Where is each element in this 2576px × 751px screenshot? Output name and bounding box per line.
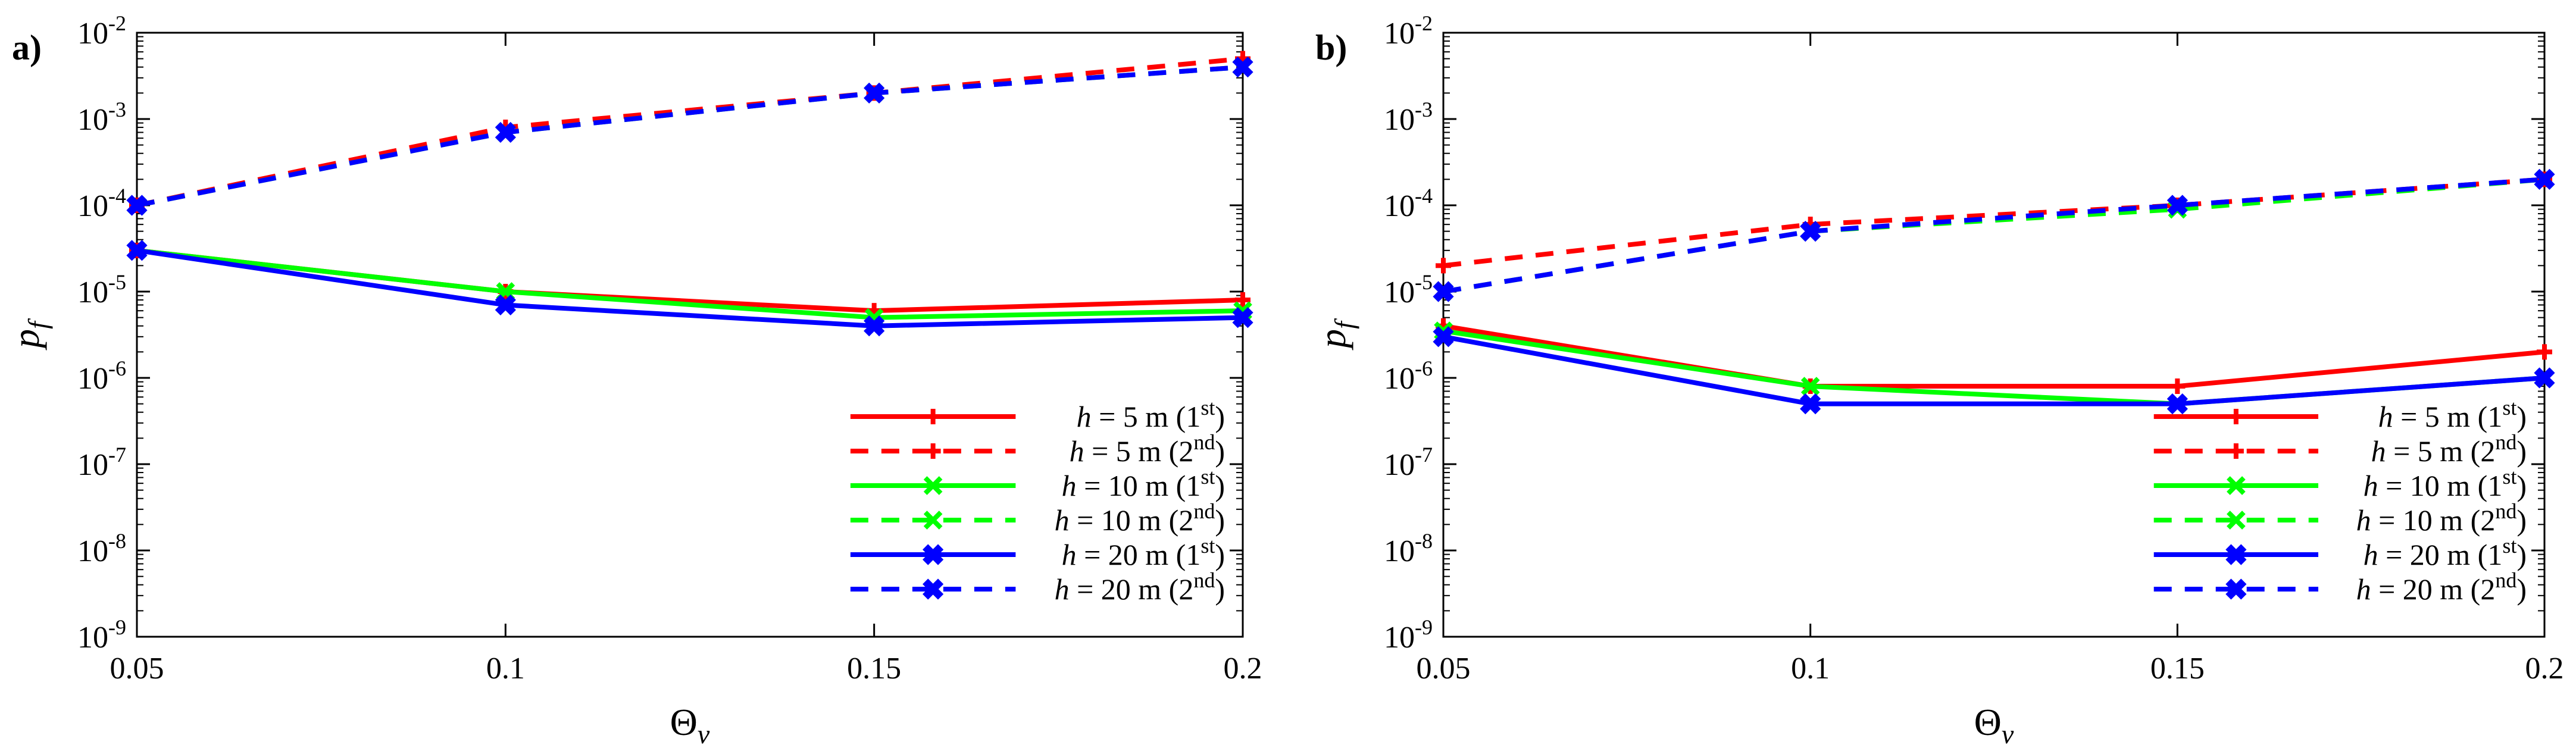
legend-marker bbox=[923, 511, 943, 530]
data-point-marker bbox=[126, 240, 148, 261]
y-tick-label: 10-6 bbox=[77, 356, 126, 396]
x-tick-label: 0.2 bbox=[1224, 652, 1262, 686]
legend: h = 5 m (1st)h = 5 m (2nd)h = 10 m (1st)… bbox=[850, 396, 1225, 606]
legend-label: h = 20 m (1st) bbox=[2364, 534, 2527, 571]
panel-label: a) bbox=[12, 28, 42, 67]
legend-label: h = 10 m (2nd) bbox=[1055, 499, 1225, 537]
x-tick-label: 0.15 bbox=[847, 652, 901, 686]
chart-panel-1: a) 10-9 10-8 10-7 10-6 10-5 10-4 10-3 10-2 0.05 0.… bbox=[5, 11, 1262, 749]
plot-frame bbox=[136, 32, 1244, 638]
x-tick-label: 0.1 bbox=[486, 652, 525, 686]
series-line bbox=[1443, 177, 2545, 294]
series-line bbox=[136, 64, 1243, 208]
legend-marker bbox=[923, 476, 943, 495]
y-tick-label: 10-6 bbox=[1384, 356, 1433, 396]
legend-label: h = 5 m (1st) bbox=[2378, 396, 2527, 433]
chart-panel-2: b) 10-9 10-8 10-7 10-6 10-5 10-4 10-3 10-2 0.05 0.… bbox=[1311, 11, 2564, 749]
legend-marker bbox=[923, 544, 944, 565]
y-tick-label: 10-8 bbox=[1384, 529, 1433, 568]
legend-label: h = 5 m (2nd) bbox=[2371, 430, 2527, 468]
series-line bbox=[136, 248, 1243, 314]
data-point-marker bbox=[1232, 307, 1253, 328]
legend-marker bbox=[2227, 511, 2246, 530]
y-tick-label: 10-8 bbox=[77, 529, 126, 568]
y-tick-label: 10-9 bbox=[1384, 615, 1433, 655]
y-tick-label: 10-7 bbox=[77, 443, 126, 482]
data-point-marker bbox=[126, 195, 148, 216]
series-line bbox=[1443, 334, 2545, 406]
data-point-marker bbox=[495, 294, 516, 316]
x-axis-label: Θv bbox=[670, 701, 710, 749]
y-tick-label: 10-5 bbox=[77, 270, 126, 309]
y-axis-label: pf bbox=[5, 318, 53, 351]
y-tick-label: 10-9 bbox=[77, 615, 126, 655]
x-tick-label: 0.15 bbox=[2150, 652, 2205, 686]
legend-marker bbox=[2228, 409, 2244, 424]
legend-marker bbox=[2225, 578, 2247, 600]
data-point-marker bbox=[1800, 393, 1821, 415]
legend-label: h = 20 m (1st) bbox=[1062, 534, 1225, 571]
legend-label: h = 10 m (1st) bbox=[1062, 465, 1225, 502]
legend-marker bbox=[2228, 443, 2244, 459]
data-point-marker bbox=[864, 315, 885, 337]
data-point-marker bbox=[1235, 292, 1251, 308]
data-point-marker bbox=[864, 82, 885, 104]
data-point-marker bbox=[2537, 344, 2552, 360]
y-tick-label: 10-3 bbox=[77, 98, 126, 137]
series-line bbox=[136, 248, 1243, 328]
data-point-marker bbox=[1232, 57, 1253, 78]
data-point-marker bbox=[2167, 393, 2188, 415]
legend-label: h = 5 m (1st) bbox=[1077, 396, 1225, 433]
legend-marker bbox=[925, 409, 941, 424]
series-line bbox=[136, 64, 1243, 208]
y-tick-label: 10-5 bbox=[1384, 270, 1433, 309]
panel-label: b) bbox=[1315, 28, 1347, 67]
data-point-marker bbox=[1433, 326, 1454, 348]
y-tick-label: 10-2 bbox=[77, 11, 126, 51]
legend-marker bbox=[923, 578, 944, 600]
legend-label: h = 10 m (2nd) bbox=[2356, 499, 2527, 537]
data-point-marker bbox=[1436, 258, 1451, 274]
data-point-marker bbox=[2167, 195, 2188, 216]
y-tick-label: 10-2 bbox=[1384, 11, 1433, 51]
y-tick-label: 10-4 bbox=[1384, 184, 1433, 223]
data-point-marker bbox=[495, 121, 516, 143]
x-tick-label: 0.1 bbox=[1791, 652, 1830, 686]
y-axis-label: pf bbox=[1311, 318, 1359, 351]
y-tick-label: 10-3 bbox=[1384, 98, 1433, 137]
legend-label: h = 5 m (2nd) bbox=[1070, 430, 1225, 468]
series-line bbox=[1443, 177, 2545, 294]
legend-marker bbox=[925, 443, 941, 459]
data-point-marker bbox=[1800, 377, 1820, 396]
series-line bbox=[1443, 323, 2545, 389]
x-tick-label: 0.2 bbox=[2525, 652, 2564, 686]
y-tick-label: 10-4 bbox=[77, 184, 126, 223]
x-axis-label: Θv bbox=[1974, 701, 2014, 749]
legend-marker bbox=[2225, 544, 2247, 565]
legend: h = 5 m (1st)h = 5 m (2nd)h = 10 m (1st)… bbox=[2153, 396, 2527, 606]
x-tick-label: 0.05 bbox=[1417, 652, 1471, 686]
data-point-marker bbox=[2534, 367, 2555, 389]
data-point-marker bbox=[1800, 221, 1821, 242]
legend-label: h = 10 m (1st) bbox=[2364, 465, 2527, 502]
data-point-marker bbox=[1433, 281, 1454, 302]
legend-label: h = 20 m (2nd) bbox=[1055, 568, 1225, 606]
legend-label: h = 20 m (2nd) bbox=[2356, 568, 2527, 606]
y-tick-label: 10-7 bbox=[1384, 443, 1433, 482]
legend-marker bbox=[2227, 476, 2246, 495]
series-line bbox=[136, 248, 1243, 320]
data-point-marker bbox=[2169, 378, 2186, 395]
series-line bbox=[136, 56, 1243, 208]
data-point-marker bbox=[2534, 168, 2555, 190]
x-tick-label: 0.05 bbox=[110, 652, 164, 686]
